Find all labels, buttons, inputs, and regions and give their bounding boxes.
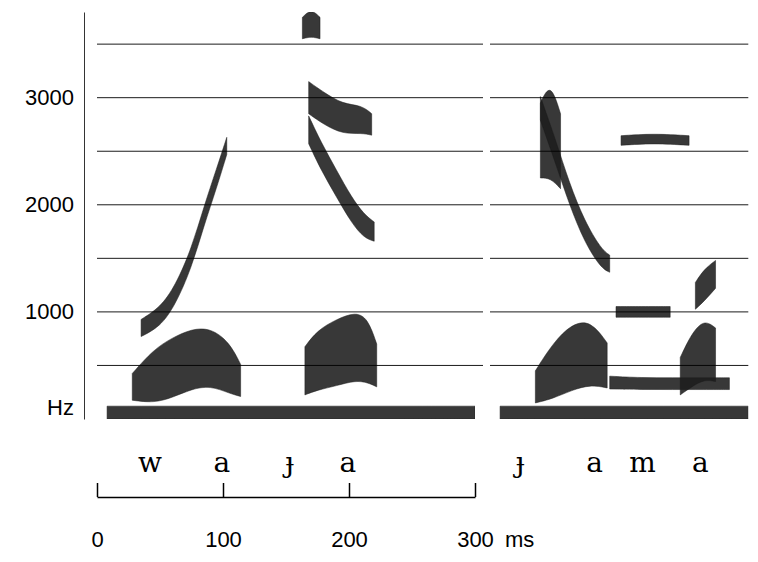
x-tick: 200 <box>331 483 368 552</box>
energy-band <box>305 314 377 395</box>
segment-label: ɟ <box>513 446 525 479</box>
y-tick: 2000 <box>25 192 84 217</box>
x-tick-label: 300 <box>457 527 494 552</box>
energy-band <box>107 406 475 419</box>
energy-band <box>535 323 607 403</box>
formant-marks <box>500 90 748 419</box>
formant-marks <box>107 12 475 419</box>
grid-line <box>97 44 483 45</box>
grid-line <box>97 204 483 205</box>
segment-label: a <box>339 446 356 479</box>
grid-line <box>490 311 748 312</box>
x-axis-line <box>98 497 476 499</box>
y-tick-label: 1000 <box>25 299 74 324</box>
segment-labels: ɟama <box>513 446 709 479</box>
grid-line <box>97 97 483 98</box>
grid-line <box>490 204 748 205</box>
grid-line <box>490 151 748 152</box>
panel: ɟama <box>490 44 748 479</box>
energy-band <box>540 97 609 273</box>
grid <box>490 44 748 365</box>
panel: waɟa <box>97 12 483 479</box>
y-tick-label: 2000 <box>25 192 74 217</box>
grid-line <box>490 258 748 259</box>
energy-band <box>309 116 375 241</box>
y-axis: 1000 2000 3000 <box>25 13 84 420</box>
chart: waɟaɟama100020003000Hz0100200300ms <box>0 0 758 562</box>
x-tick-mark <box>475 483 477 497</box>
x-tick-label: 100 <box>205 527 242 552</box>
grid-line <box>97 151 483 152</box>
y-tick: 3000 <box>25 85 84 110</box>
x-axis: 0 100 200 300 <box>91 483 493 552</box>
energy-band <box>141 137 227 336</box>
grid-line <box>490 97 748 98</box>
energy-band <box>695 260 715 309</box>
x-tick-label: 0 <box>91 527 103 552</box>
segment-label: w <box>138 446 162 479</box>
x-tick-label: 200 <box>331 527 368 552</box>
segment-label: a <box>586 446 603 479</box>
y-tick: 1000 <box>25 299 84 324</box>
x-axis-title: ms <box>505 527 534 552</box>
energy-band <box>500 406 748 419</box>
x-tick: 0 <box>91 483 103 552</box>
segment-label: m <box>629 446 656 479</box>
x-tick-mark <box>97 483 99 497</box>
segment-label: a <box>213 446 230 479</box>
x-tick-mark <box>349 483 351 497</box>
y-axis-line <box>84 13 85 420</box>
grid-line <box>490 365 748 366</box>
grid-line <box>97 258 483 259</box>
x-tick-mark <box>223 483 225 497</box>
segment-labels: waɟa <box>138 446 356 479</box>
grid-line <box>490 44 748 45</box>
energy-band <box>302 12 320 39</box>
x-tick: 100 <box>205 483 242 552</box>
energy-band <box>680 323 715 395</box>
segment-label: ɟ <box>282 446 294 479</box>
grid <box>97 44 483 365</box>
x-tick: 300 <box>457 483 494 552</box>
segment-label: a <box>692 446 709 479</box>
energy-band <box>621 134 689 145</box>
energy-band <box>309 82 372 136</box>
y-tick-label: 3000 <box>25 85 74 110</box>
grid-line <box>97 365 483 366</box>
y-axis-title: Hz <box>47 395 74 420</box>
grid-line <box>97 311 483 312</box>
